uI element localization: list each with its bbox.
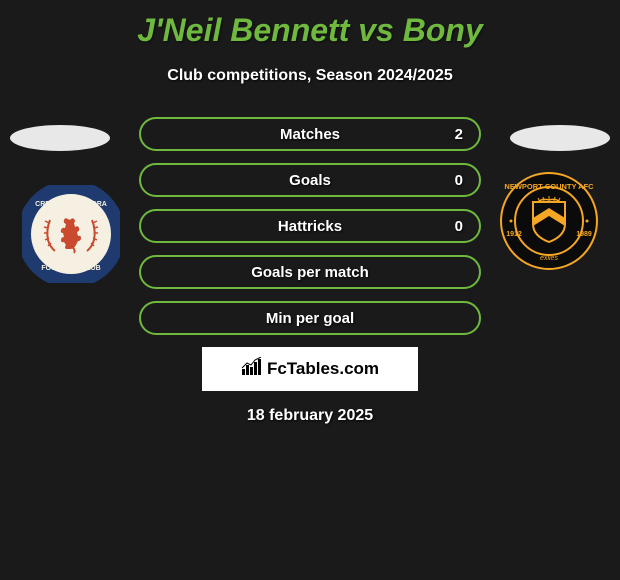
svg-text:1912: 1912: [506, 231, 522, 238]
stat-label: Hattricks: [278, 218, 342, 235]
svg-text:1989: 1989: [576, 231, 592, 238]
chart-icon: [241, 357, 263, 382]
brand-box[interactable]: FcTables.com: [202, 347, 418, 391]
svg-text:FOOTBALL CLUB: FOOTBALL CLUB: [41, 265, 100, 272]
stat-value-right: 0: [455, 218, 463, 235]
stat-value-right: 0: [455, 172, 463, 189]
club-badge-right: NEWPORT COUNTY AFC exiles 1912 1989: [500, 172, 598, 270]
stat-label: Goals per match: [251, 264, 369, 281]
player-photo-right: [510, 125, 610, 151]
brand-text: FcTables.com: [267, 359, 379, 379]
stat-row-goals: Goals 0: [139, 163, 481, 197]
svg-text:NEWPORT COUNTY AFC: NEWPORT COUNTY AFC: [504, 182, 594, 191]
stat-label: Goals: [289, 172, 331, 189]
stats-container: Matches 2 Goals 0 Hattricks 0 Goals per …: [139, 117, 481, 335]
svg-text:CREWE ALEXANDRA: CREWE ALEXANDRA: [35, 201, 107, 208]
stat-row-min-per-goal: Min per goal: [139, 301, 481, 335]
subtitle: Club competitions, Season 2024/2025: [0, 67, 620, 85]
stat-label: Min per goal: [266, 310, 354, 327]
player-photo-left: [10, 125, 110, 151]
stat-row-hattricks: Hattricks 0: [139, 209, 481, 243]
stat-row-goals-per-match: Goals per match: [139, 255, 481, 289]
svg-text:exiles: exiles: [540, 255, 558, 262]
stat-value-right: 2: [455, 126, 463, 143]
stat-row-matches: Matches 2: [139, 117, 481, 151]
club-badge-left: CREWE ALEXANDRA FOOTBALL CLUB: [22, 185, 120, 283]
date-text: 18 february 2025: [0, 407, 620, 425]
stat-label: Matches: [280, 126, 340, 143]
page-title: J'Neil Bennett vs Bony: [0, 0, 620, 49]
